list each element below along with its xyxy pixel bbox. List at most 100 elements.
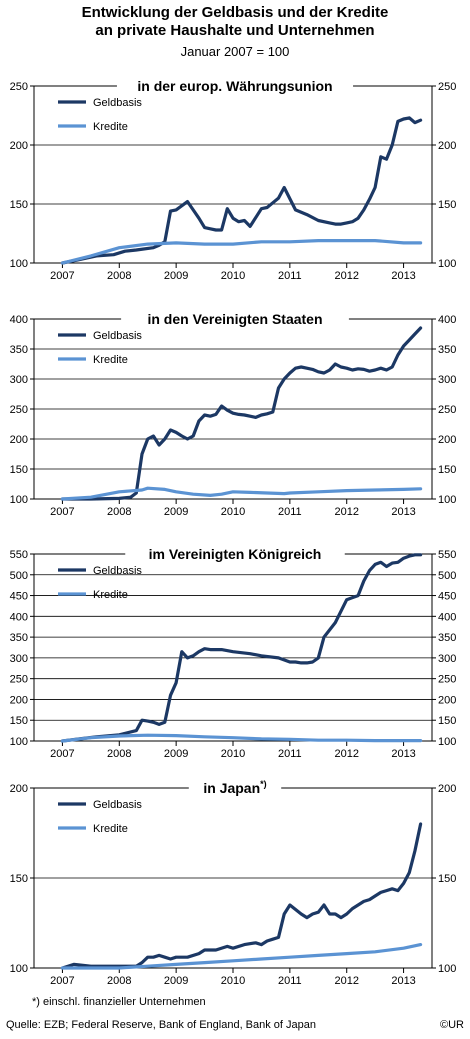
y-tick-label-right: 300 xyxy=(438,374,456,386)
y-tick-label-right: 350 xyxy=(438,344,456,356)
y-tick-label-right: 250 xyxy=(438,81,456,93)
y-tick-label-left: 100 xyxy=(10,963,28,975)
chart-title-line2: an private Haushalte und Unternehmen xyxy=(95,22,375,39)
x-tick-label: 2013 xyxy=(391,506,415,518)
series-line-kredite xyxy=(60,239,423,265)
chart-title-line1: Entwicklung der Geldbasis und der Kredit… xyxy=(81,4,389,21)
chart-subtitle: Januar 2007 = 100 xyxy=(180,44,290,59)
y-tick-label-right: 150 xyxy=(438,873,456,885)
legend-label-geldbasis: Geldbasis xyxy=(93,97,142,109)
y-tick-label-right: 250 xyxy=(438,404,456,416)
panel-title-group: in der europ. Währungsunion xyxy=(116,77,354,95)
panel-title-superscript: *) xyxy=(260,779,267,789)
y-tick-label-left: 200 xyxy=(10,694,28,706)
x-tick-label: 2012 xyxy=(334,975,358,987)
legend-label-kredite: Kredite xyxy=(93,121,128,133)
y-tick-label-right: 150 xyxy=(438,715,456,727)
y-tick-label-right: 200 xyxy=(438,434,456,446)
series-line-geldbasis xyxy=(60,822,423,970)
plot-frame xyxy=(33,85,433,264)
panel-title-group: in Japan*) xyxy=(188,779,282,797)
y-tick-label-left: 250 xyxy=(10,81,28,93)
panel-title: in Japan*) xyxy=(203,779,266,796)
legend-label-geldbasis: Geldbasis xyxy=(93,799,142,811)
y-tick-label-left: 200 xyxy=(10,140,28,152)
y-tick-label-left: 250 xyxy=(10,674,28,686)
y-tick-label-right: 400 xyxy=(438,314,456,326)
legend-label-kredite: Kredite xyxy=(93,589,128,601)
x-tick-label: 2008 xyxy=(107,748,131,760)
panel-title: in den Vereinigten Staaten xyxy=(147,311,322,327)
series-line-kredite xyxy=(60,486,423,501)
x-tick-label: 2007 xyxy=(50,748,74,760)
y-tick-label-left: 400 xyxy=(10,314,28,326)
legend-label-kredite: Kredite xyxy=(93,354,128,366)
x-tick-label: 2007 xyxy=(50,506,74,518)
legend-label-kredite: Kredite xyxy=(93,823,128,835)
panel-title-bg xyxy=(121,310,349,328)
x-tick-label: 2011 xyxy=(278,270,302,282)
y-tick-label-right: 200 xyxy=(438,783,456,795)
y-tick-label-left: 200 xyxy=(10,783,28,795)
x-tick-label: 2012 xyxy=(334,506,358,518)
y-tick-label-right: 350 xyxy=(438,632,456,644)
y-tick-label-left: 250 xyxy=(10,404,28,416)
x-tick-label: 2009 xyxy=(164,506,188,518)
y-tick-label-right: 100 xyxy=(438,963,456,975)
x-tick-label: 2010 xyxy=(221,975,245,987)
x-tick-label: 2011 xyxy=(278,748,302,760)
y-tick-label-left: 100 xyxy=(10,494,28,506)
panel-title: im Vereinigten Königreich xyxy=(149,546,322,562)
y-tick-label-right: 150 xyxy=(438,464,456,476)
panel-title-bg xyxy=(188,779,282,797)
x-tick-label: 2007 xyxy=(50,975,74,987)
panel-title: in der europ. Währungsunion xyxy=(137,78,332,94)
copyright: ©UR xyxy=(440,1019,464,1031)
y-tick-label-left: 100 xyxy=(10,736,28,748)
y-tick-label-left: 150 xyxy=(10,199,28,211)
legend-label-geldbasis: Geldbasis xyxy=(93,330,142,342)
y-tick-label-left: 200 xyxy=(10,434,28,446)
y-tick-label-right: 100 xyxy=(438,494,456,506)
x-tick-label: 2008 xyxy=(107,506,131,518)
y-tick-label-left: 150 xyxy=(10,873,28,885)
panel-title-bg xyxy=(125,545,345,563)
x-tick-label: 2009 xyxy=(164,748,188,760)
x-tick-label: 2010 xyxy=(221,506,245,518)
y-tick-label-right: 300 xyxy=(438,653,456,665)
panel-title-group: im Vereinigten Königreich xyxy=(125,545,345,563)
y-tick-label-left: 450 xyxy=(10,591,28,603)
x-tick-label: 2008 xyxy=(107,270,131,282)
y-tick-label-right: 100 xyxy=(438,736,456,748)
x-tick-label: 2010 xyxy=(221,270,245,282)
series-line-kredite xyxy=(60,942,423,970)
y-tick-label-left: 350 xyxy=(10,344,28,356)
y-tick-label-right: 450 xyxy=(438,591,456,603)
panel-title-group: in den Vereinigten Staaten xyxy=(121,310,349,328)
series-line-kredite xyxy=(60,733,423,743)
y-tick-label-left: 150 xyxy=(10,464,28,476)
x-tick-label: 2013 xyxy=(391,975,415,987)
x-tick-label: 2008 xyxy=(107,975,131,987)
chart-panel-4: 100 100 150 150 200 200 2007 2008 2009 2010 2011 20… xyxy=(10,779,456,987)
series-line-geldbasis xyxy=(60,553,423,743)
y-tick-label-right: 200 xyxy=(438,694,456,706)
y-tick-label-left: 300 xyxy=(10,653,28,665)
x-tick-label: 2012 xyxy=(334,270,358,282)
x-tick-label: 2010 xyxy=(221,748,245,760)
y-tick-label-left: 150 xyxy=(10,715,28,727)
source-note: Quelle: EZB; Federal Reserve, Bank of En… xyxy=(6,1019,317,1031)
x-tick-label: 2013 xyxy=(391,270,415,282)
footnote: *) einschl. finanzieller Unternehmen xyxy=(32,996,206,1008)
y-tick-label-right: 400 xyxy=(438,611,456,623)
x-tick-label: 2012 xyxy=(334,748,358,760)
y-tick-label-right: 200 xyxy=(438,140,456,152)
y-tick-label-right: 150 xyxy=(438,199,456,211)
x-tick-label: 2007 xyxy=(50,270,74,282)
panel-title-bg xyxy=(116,77,354,95)
x-tick-label: 2011 xyxy=(278,975,302,987)
x-tick-label: 2013 xyxy=(391,748,415,760)
chart-panel-2: 100 100 150 150 200 200 250 250 300 300 350 350 400 4… xyxy=(10,310,456,518)
chart-panel-1: 100 100 150 150 200 200 250 250 2007 2008 2009 2010… xyxy=(10,77,456,282)
